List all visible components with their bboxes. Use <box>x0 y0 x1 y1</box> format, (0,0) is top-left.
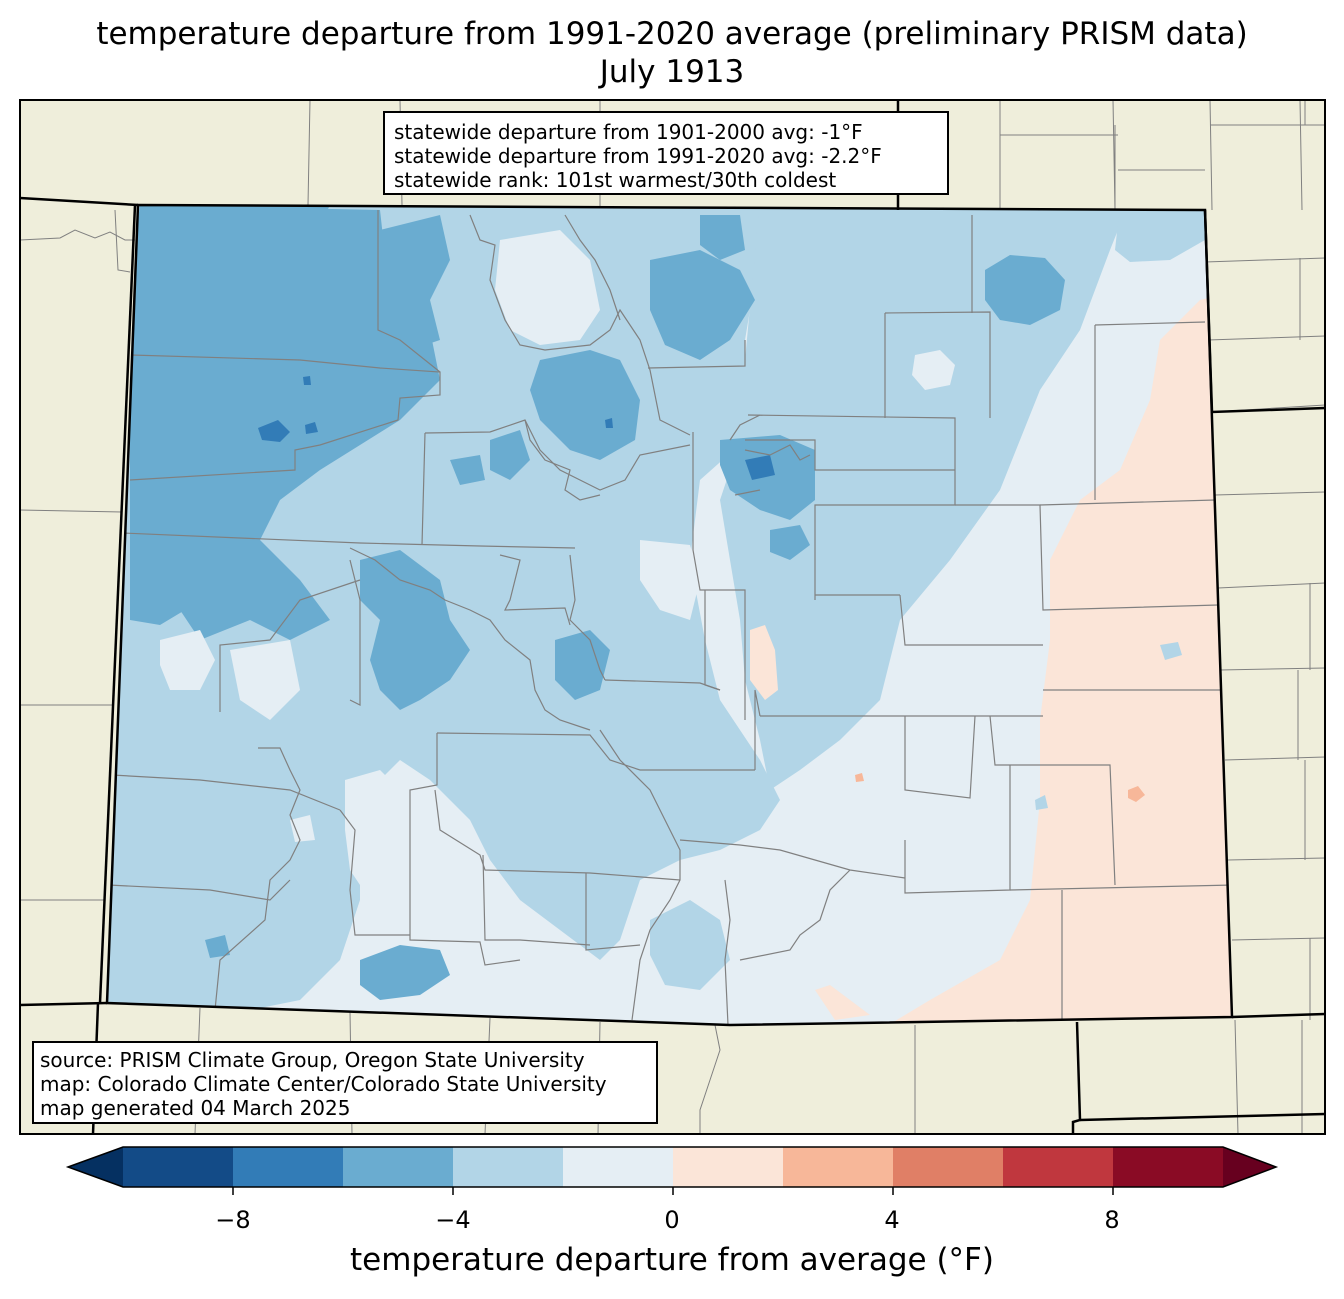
colorbar-bin <box>783 1147 894 1187</box>
map-frame <box>19 99 1326 1135</box>
colorbar-label: temperature departure from average (°F) <box>350 1242 994 1278</box>
colorbar-bin <box>343 1147 454 1187</box>
colorbar-bin <box>1113 1147 1224 1187</box>
generated-date-line: map generated 04 March 2025 <box>40 1096 351 1120</box>
stats-line-1901-2000: statewide departure from 1901-2000 avg: … <box>394 120 863 144</box>
temperature-anomaly-field <box>107 205 1232 1025</box>
colorado-border <box>105 203 1234 1027</box>
colorbar-bin <box>1003 1147 1114 1187</box>
colorbar-tick-label: 0 <box>664 1206 680 1234</box>
map-title-line1: temperature departure from 1991-2020 ave… <box>96 16 1248 52</box>
source-line: source: PRISM Climate Group, Oregon Stat… <box>40 1048 585 1072</box>
statewide-stats-box: statewide departure from 1901-2000 avg: … <box>383 111 949 195</box>
colorbar-bin <box>453 1147 564 1187</box>
colorbar-bin <box>563 1147 674 1187</box>
map-credit-line: map: Colorado Climate Center/Colorado St… <box>40 1072 607 1096</box>
colorbar-extend-high <box>1223 1147 1276 1187</box>
colorbar-extend-low <box>68 1147 123 1187</box>
colorbar-tick-label: 4 <box>884 1206 900 1234</box>
stats-line-rank: statewide rank: 101st warmest/30th colde… <box>394 168 837 192</box>
colorbar-bin <box>233 1147 344 1187</box>
county-lines <box>107 210 1232 1025</box>
colorbar-bin <box>893 1147 1004 1187</box>
colorbar-tick-label: −8 <box>215 1206 251 1234</box>
colorbar-tick-label: −4 <box>435 1206 471 1234</box>
colorbar-bin <box>673 1147 784 1187</box>
source-credits-box: source: PRISM Climate Group, Oregon Stat… <box>32 1041 658 1124</box>
colorbar-outline <box>65 1146 1279 1188</box>
colorbar-bin <box>123 1147 234 1187</box>
colorbar-tick-label: 8 <box>1104 1206 1120 1234</box>
stats-line-1991-2020: statewide departure from 1991-2020 avg: … <box>394 144 882 168</box>
state-borders <box>20 100 1325 1134</box>
map-title-line2: July 1913 <box>599 54 745 90</box>
